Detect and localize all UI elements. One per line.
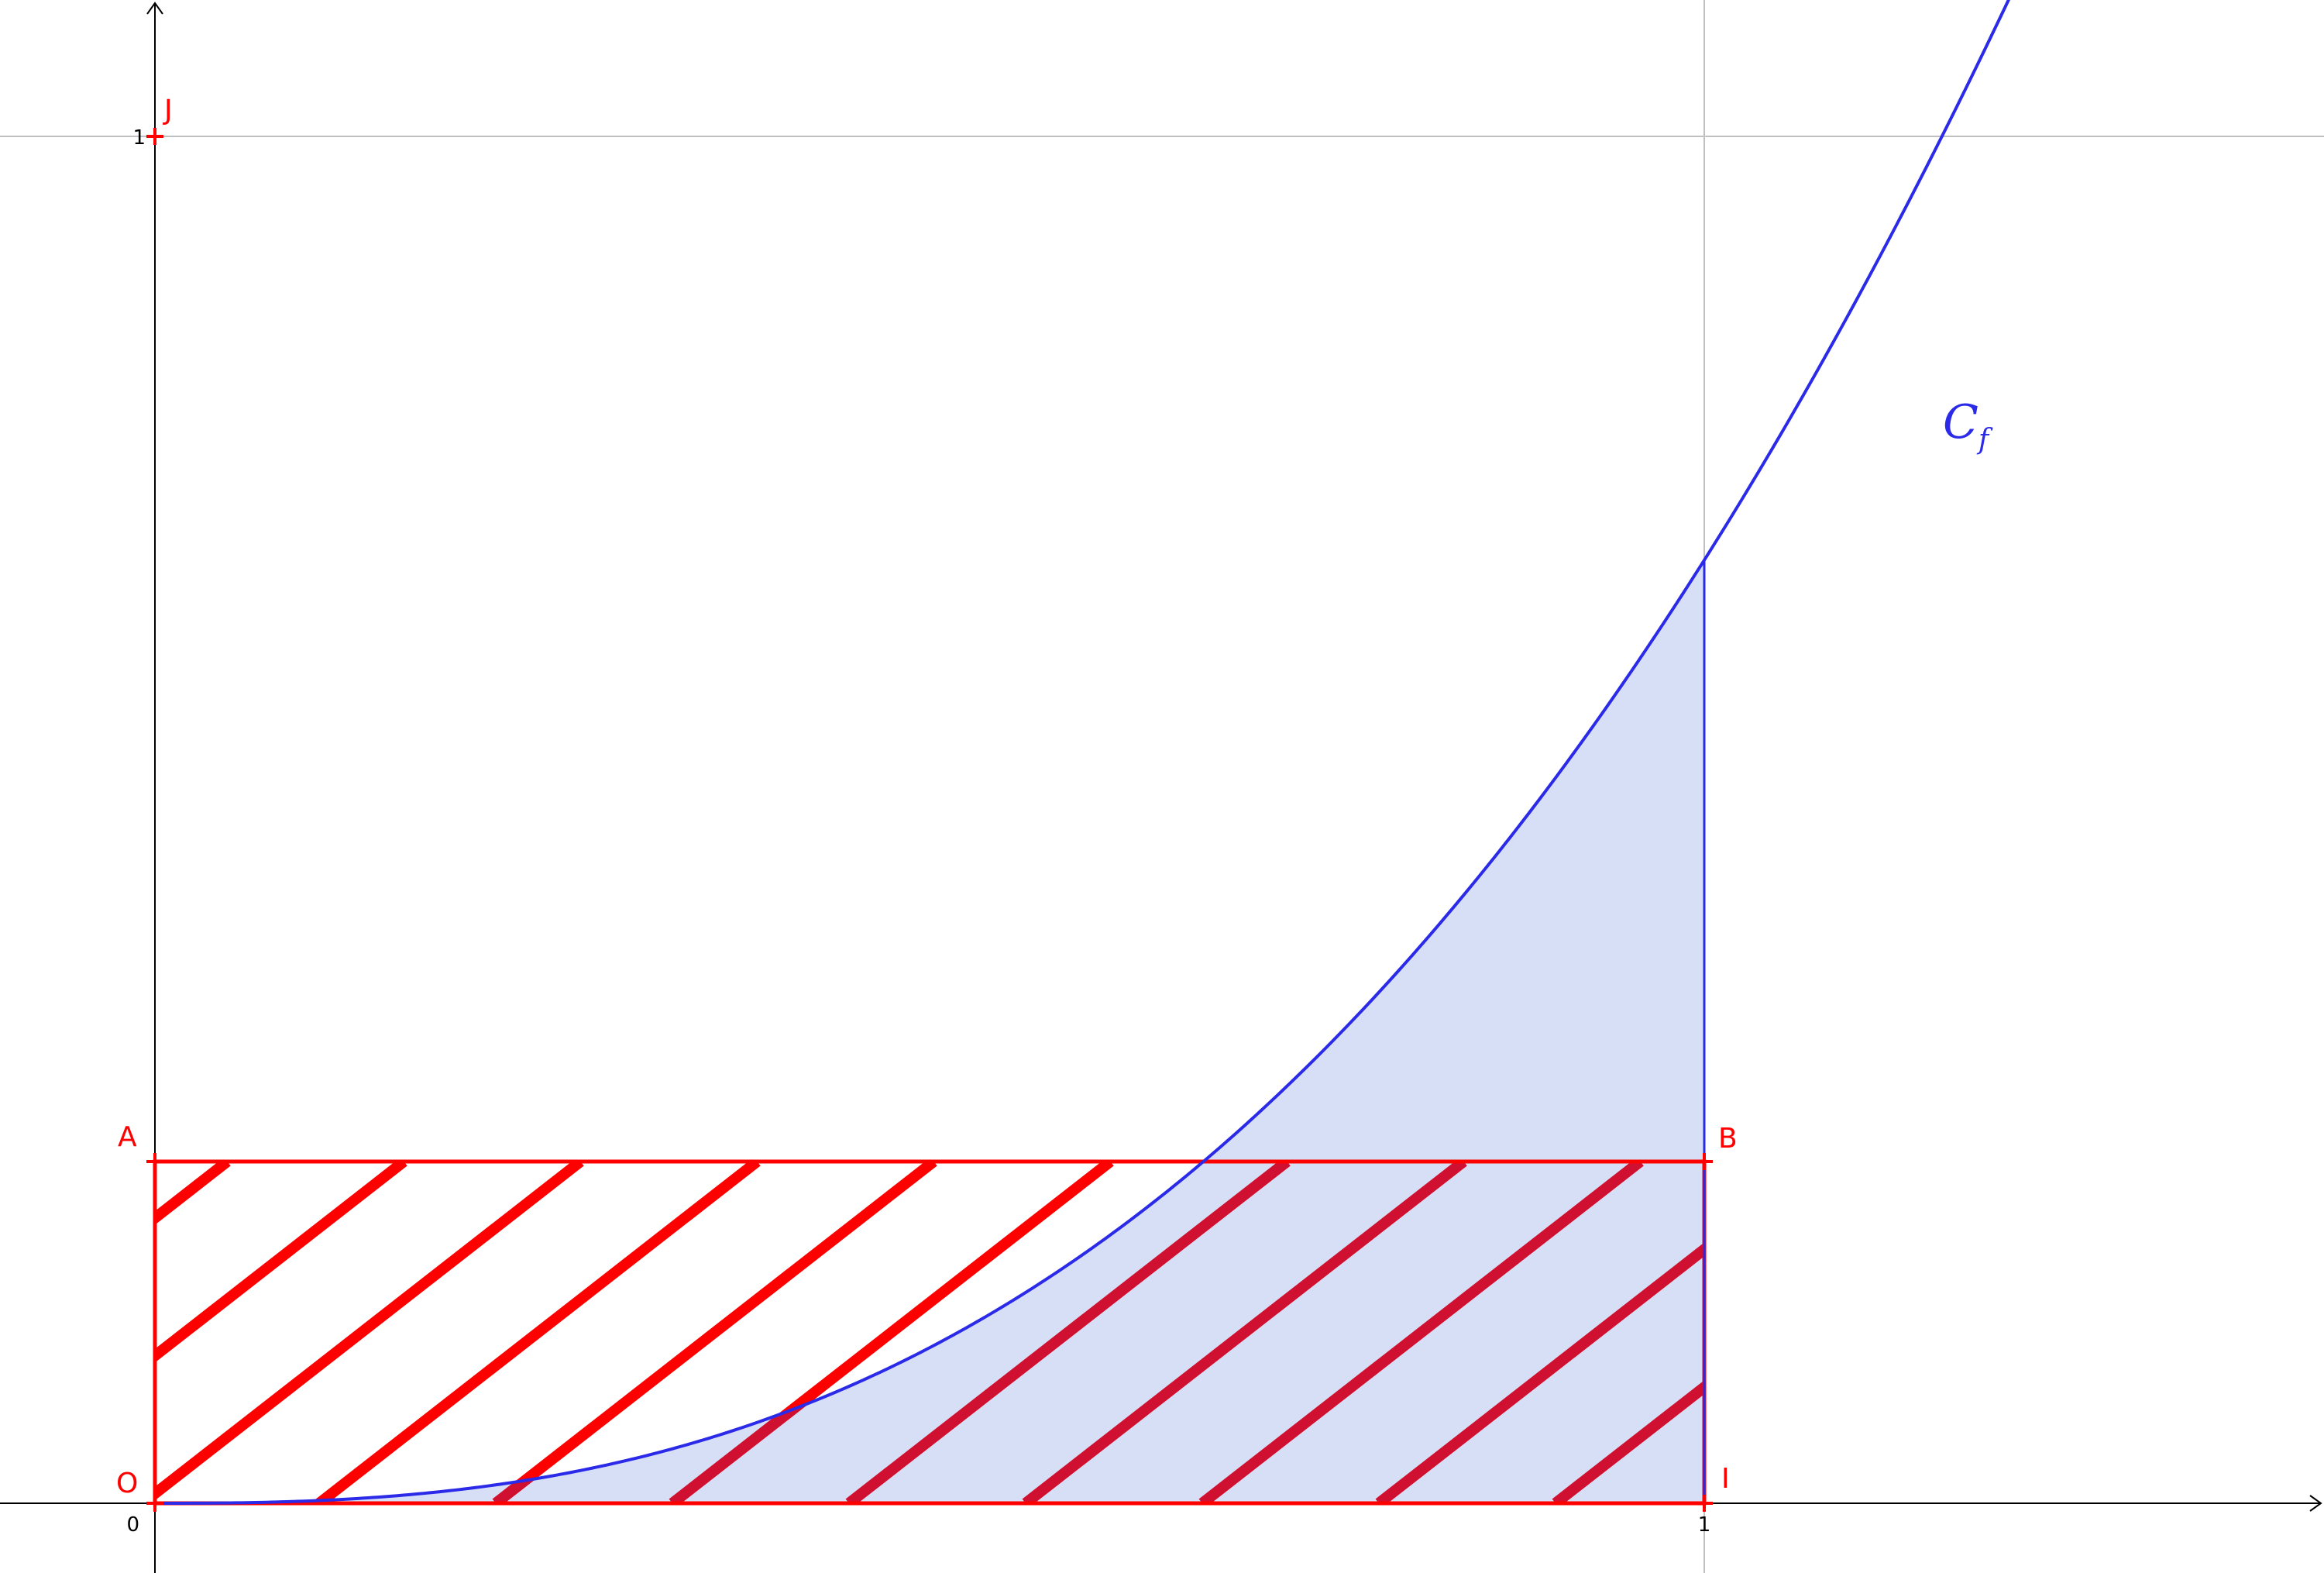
y-axis-arrow — [146, 2, 163, 15]
x-tick-label-1: 1 — [1698, 1513, 1711, 1537]
hatch-line-overlap — [1552, 1162, 1704, 1503]
hatch-line — [492, 1162, 937, 1503]
x-axis-arrow — [2309, 1495, 2322, 1512]
curve-label-main: C — [1943, 395, 1978, 449]
hatch-line-overlap — [1375, 1162, 1704, 1503]
curve-cf — [155, 0, 2010, 1505]
curve-label-sub: f — [1976, 424, 1993, 456]
point-label-J: J — [163, 95, 173, 126]
point-markers — [146, 128, 1713, 1512]
y-tick-label-1: 1 — [132, 126, 146, 150]
point-label-I: I — [1721, 1463, 1730, 1495]
hatch-line-overlap — [845, 1162, 1291, 1503]
point-label-B: B — [1718, 1123, 1738, 1155]
hatch-line-overlap — [1732, 1162, 2170, 1503]
hatch-line — [1732, 1162, 2170, 1503]
hatch-line-overlap — [1022, 1162, 1467, 1503]
point-label-O: O — [116, 1468, 138, 1499]
hatch-line — [315, 1162, 761, 1503]
hatch-line — [155, 1162, 584, 1501]
hatch-line-overlap — [0, 1162, 50, 1503]
curve-label: Cf — [1943, 395, 1993, 456]
point-label-A: A — [118, 1121, 137, 1153]
origin-label: 0 — [126, 1513, 139, 1537]
area-under-curve — [155, 559, 1704, 1503]
hatch-line-overlap — [1198, 1162, 1644, 1503]
hatch-line — [0, 1162, 50, 1503]
hatch-line — [155, 1162, 407, 1363]
